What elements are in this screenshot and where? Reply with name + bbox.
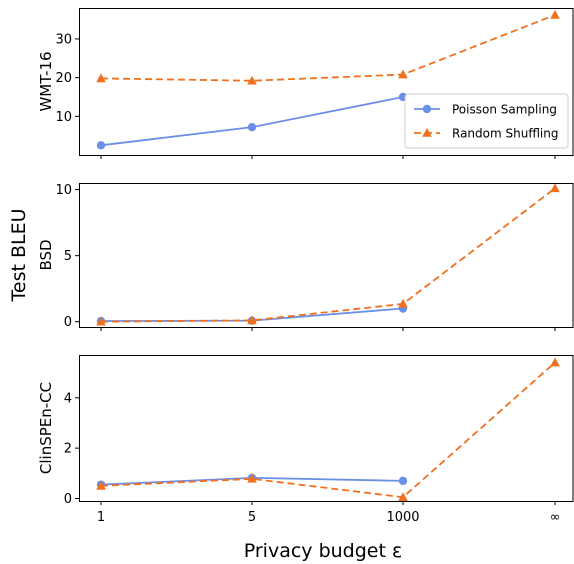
point (550, 9, 560, 19)
x-tick-label: 1 (97, 510, 105, 525)
series-line (100, 187, 556, 323)
x-tick-label: ∞ (550, 510, 561, 525)
x-axis-label: Privacy budget ε (244, 540, 403, 562)
legend-label: Random Shuffling (452, 127, 558, 141)
point (247, 473, 257, 483)
x-tick-label: 5 (248, 510, 256, 525)
y-tick-label: 0 (64, 315, 72, 330)
panel-frame (79, 8, 574, 156)
panel-frame (79, 183, 574, 328)
y-tick-label: 4 (64, 391, 72, 406)
panel-y-label: ClinSPEn-CC (37, 382, 55, 474)
y-tick-label: 5 (64, 249, 72, 264)
point (550, 357, 560, 367)
point (247, 75, 257, 85)
panel-2: 0 5 10 BSD (37, 183, 574, 331)
point (398, 492, 408, 502)
series-line (100, 14, 556, 82)
panel-frame (79, 355, 574, 502)
point (247, 122, 257, 132)
panel-3: 0 2 4 ClinSPEn-CC (37, 355, 574, 507)
y-tick-label: 10 (55, 183, 72, 198)
legend-marker (422, 128, 432, 137)
x-axis: 1 5 1000 ∞ (97, 510, 561, 525)
point (398, 476, 408, 486)
y-tick-label: 30 (55, 32, 72, 47)
y-tick-label: 10 (55, 110, 72, 125)
legend-box (404, 93, 569, 149)
legend: Poisson Sampling Random Shuffling (404, 93, 569, 149)
legend-label: Poisson Sampling (452, 103, 557, 117)
point (398, 298, 408, 308)
legend-marker (422, 104, 432, 114)
shared-y-label: Test BLEU (8, 209, 30, 303)
point (247, 315, 257, 325)
series-line (100, 361, 556, 499)
point (96, 73, 106, 83)
point (550, 183, 560, 193)
y-tick-label: 0 (64, 492, 72, 507)
point (96, 316, 106, 326)
panel-y-label: WMT-16 (37, 51, 55, 111)
point (96, 480, 106, 490)
panel-y-label: BSD (37, 239, 55, 270)
x-tick-label: 1000 (386, 510, 419, 525)
series-line (100, 96, 404, 147)
point (96, 141, 106, 150)
y-tick-label: 2 (64, 442, 72, 457)
y-tick-label: 20 (55, 71, 72, 86)
point (398, 69, 408, 79)
